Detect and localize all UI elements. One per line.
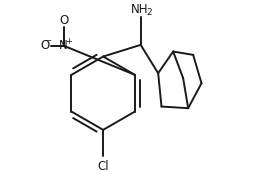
Text: O: O — [40, 39, 49, 52]
Text: NH: NH — [131, 3, 149, 16]
Text: +: + — [65, 37, 72, 46]
Text: 2: 2 — [146, 8, 152, 17]
Text: −: − — [44, 36, 51, 45]
Text: O: O — [59, 14, 68, 27]
Text: N: N — [59, 39, 68, 52]
Text: Cl: Cl — [97, 160, 109, 173]
